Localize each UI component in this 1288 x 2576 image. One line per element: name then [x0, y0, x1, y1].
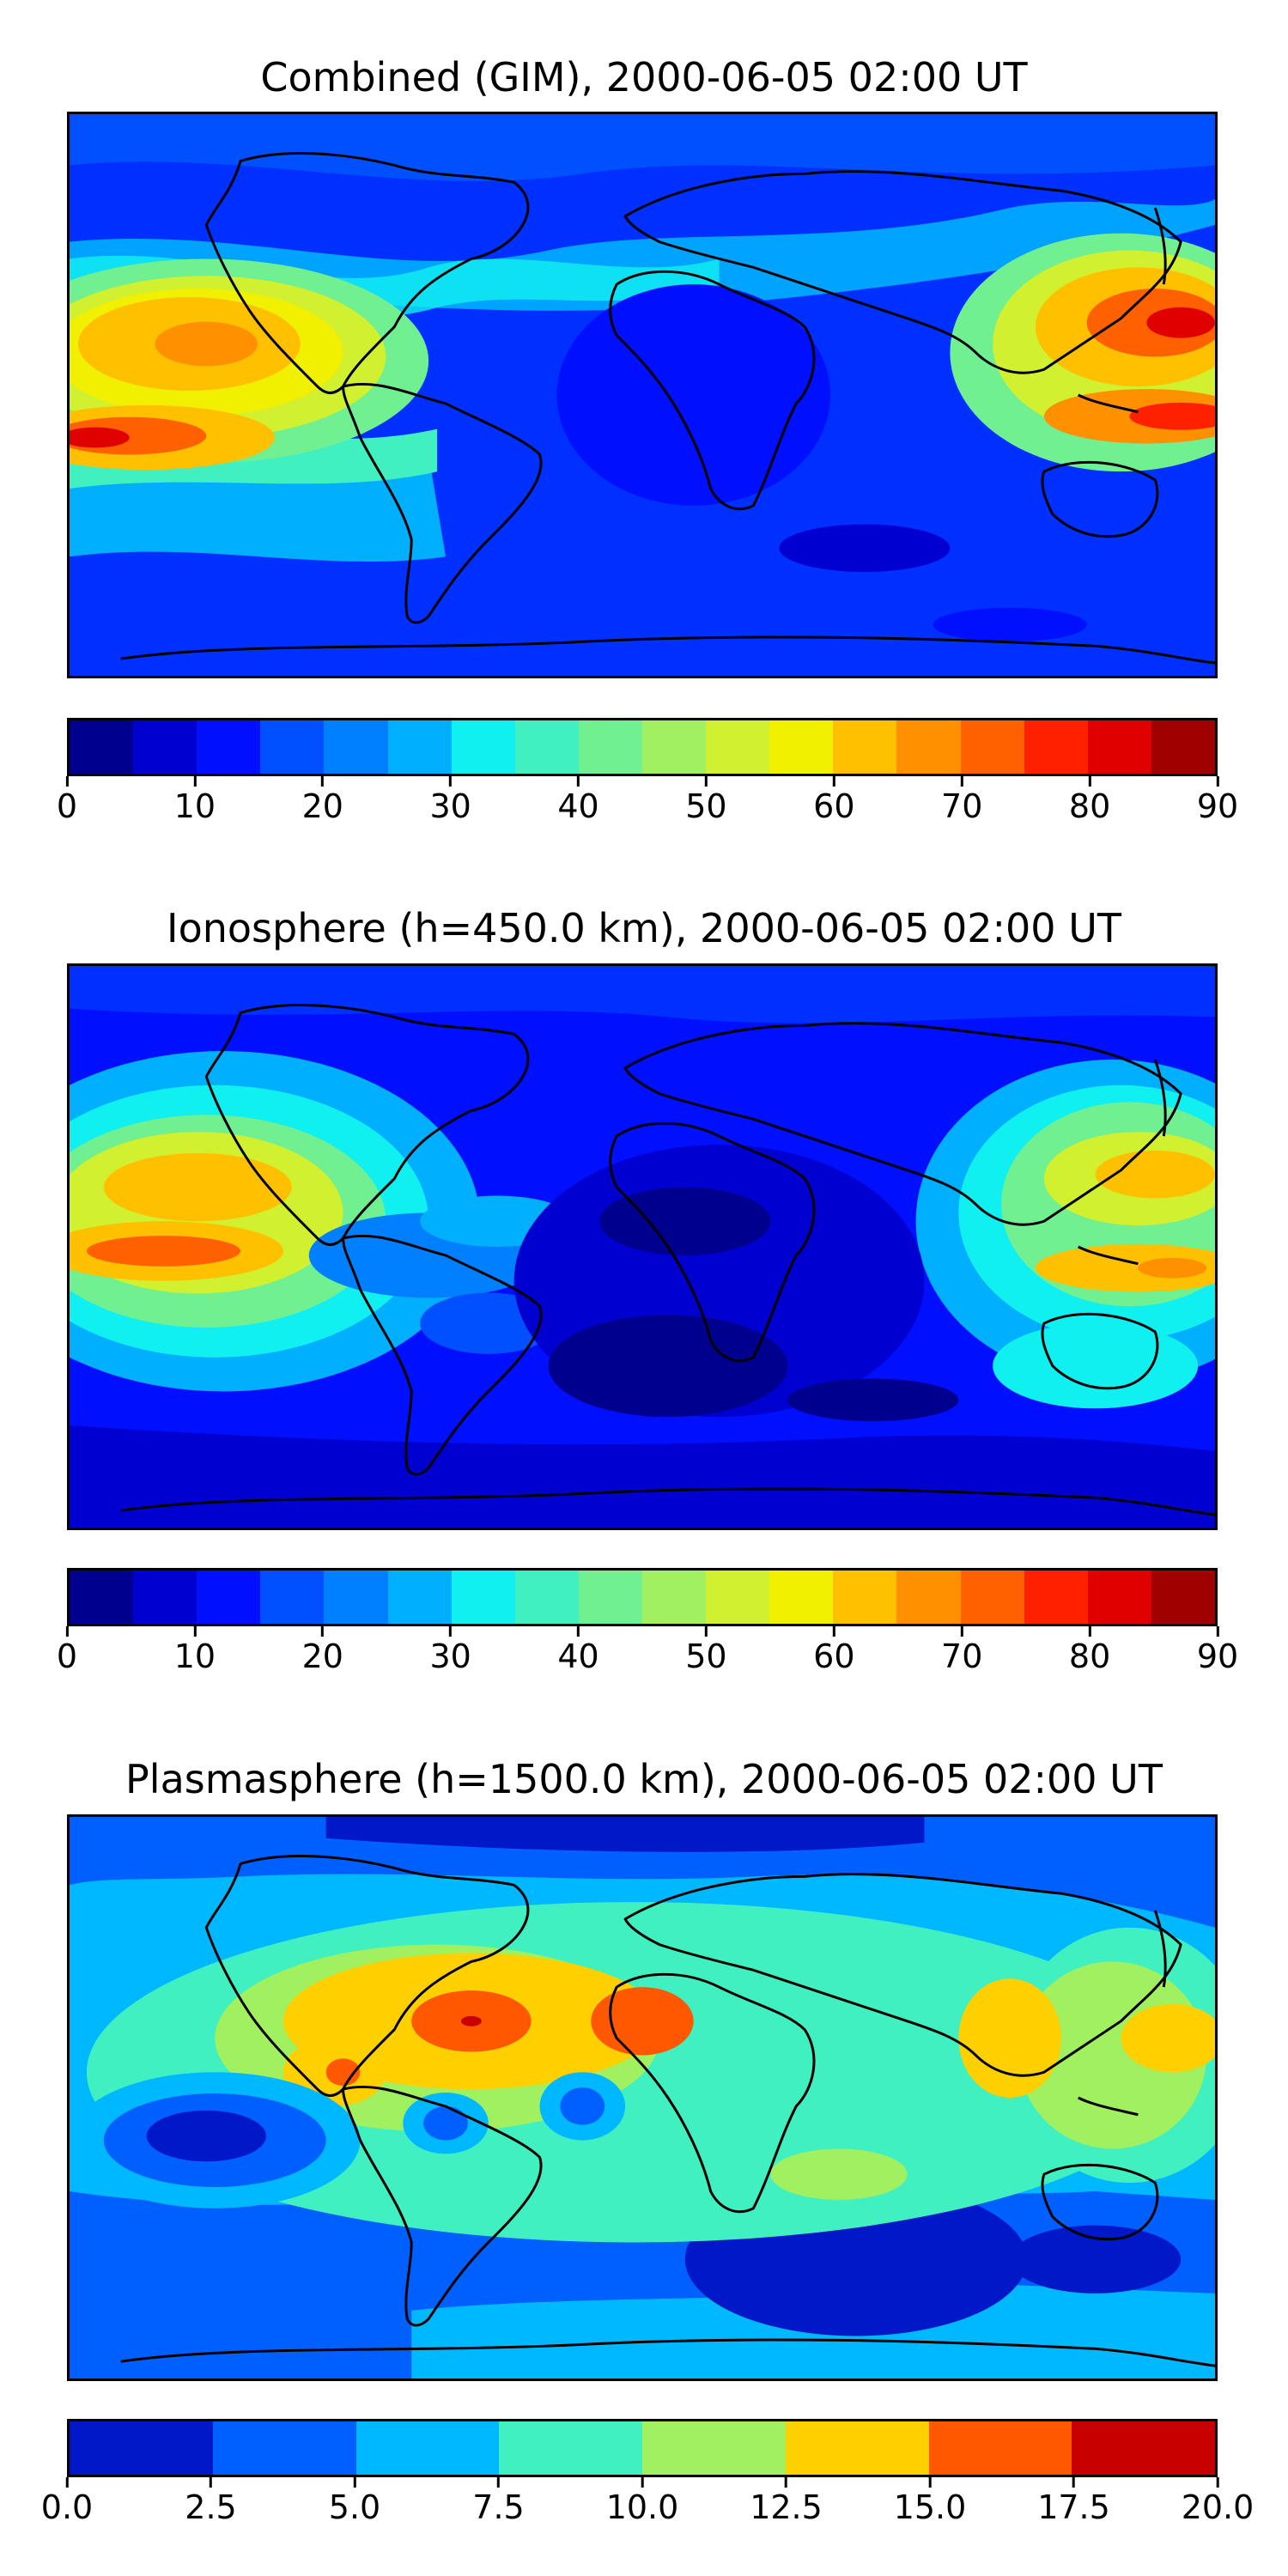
colorbar-segment: [260, 1571, 325, 1624]
colorbar-tick: 12.5: [750, 2477, 823, 2527]
colorbar-segment: [960, 720, 1024, 774]
colorbar-segment: [70, 1571, 134, 1624]
colorbar-segment: [641, 720, 707, 774]
panel-title-combined: Combined (GIM), 2000-06-05 02:00 UT: [260, 54, 1028, 100]
colorbar-segment: [785, 2421, 929, 2475]
colorbar-tick: 10.0: [606, 2477, 678, 2527]
colorbar-segment: [387, 720, 452, 774]
colorbar-tick: 90: [1197, 776, 1238, 826]
colorbar-tick: 40: [557, 1626, 599, 1676]
combined-colorbar: [67, 718, 1218, 776]
colorbar-tick: 20: [302, 1626, 343, 1676]
colorbar-segment: [642, 2421, 786, 2475]
colorbar-tick: 50: [685, 776, 727, 826]
colorbar-segment: [706, 1571, 770, 1624]
plasmasphere-colorbar: [67, 2419, 1218, 2477]
colorbar-tick: 10: [174, 776, 216, 826]
colorbar-tick: 50: [685, 1626, 727, 1676]
colorbar-segment: [499, 2421, 642, 2475]
colorbar-segment: [514, 720, 579, 774]
colorbar-segment: [833, 1571, 897, 1624]
colorbar-tick: 2.5: [185, 2477, 237, 2527]
colorbar-segment: [1151, 1571, 1215, 1624]
colorbar-segment: [833, 720, 897, 774]
colorbar-segment: [641, 1571, 707, 1624]
colorbar-tick: 70: [941, 1626, 982, 1676]
colorbar-segment: [706, 720, 770, 774]
colorbar-segment: [896, 720, 961, 774]
colorbar-tick: 5.0: [329, 2477, 380, 2527]
combined-colorbar-ticks: 0 10 20 30 40 50 60 70 80 90: [57, 776, 1238, 825]
colorbar-tick: 17.5: [1037, 2477, 1110, 2527]
colorbar-tick: 10: [174, 1626, 216, 1676]
colorbar-segment: [355, 2421, 500, 2475]
colorbar-segment: [960, 1571, 1024, 1624]
colorbar-segment: [260, 720, 325, 774]
colorbar-segment: [769, 1571, 834, 1624]
colorbar-segment: [1087, 720, 1151, 774]
colorbar-segment: [1072, 2421, 1215, 2475]
colorbar-segment: [133, 720, 197, 774]
colorbar-tick: 60: [813, 776, 855, 826]
colorbar-tick: 20.0: [1182, 2477, 1254, 2527]
ionosphere-colorbar: [67, 1568, 1218, 1626]
colorbar-segment: [133, 1571, 197, 1624]
colorbar-tick: 7.5: [472, 2477, 525, 2527]
colorbar-segment: [1024, 720, 1088, 774]
colorbar-segment: [451, 1571, 515, 1624]
colorbar-segment: [928, 2421, 1072, 2475]
colorbar-tick: 20: [302, 776, 343, 826]
colorbar-segment: [212, 2421, 356, 2475]
colorbar-tick: 80: [1069, 776, 1110, 826]
colorbar-segment: [578, 720, 642, 774]
colorbar-tick: 90: [1197, 1626, 1238, 1676]
colorbar-segment: [387, 1571, 452, 1624]
colorbar-tick: 60: [813, 1626, 855, 1676]
panel-title-plasmasphere: Plasmasphere (h=1500.0 km), 2000-06-05 0…: [125, 1756, 1163, 1802]
colorbar-segment: [1087, 1571, 1151, 1624]
colorbar-tick: 70: [941, 776, 982, 826]
combined-tec-map: [67, 112, 1218, 678]
ionosphere-colorbar-ticks: 0 10 20 30 40 50 60 70 80 90: [57, 1626, 1238, 1675]
ionosphere-tec-map: [67, 963, 1218, 1530]
colorbar-segment: [324, 720, 388, 774]
colorbar-segment: [451, 720, 515, 774]
plasmasphere-colorbar-ticks: 0.0 2.5 5.0 7.5 10.0 12.5 15.0 17.5 20.0: [41, 2477, 1254, 2526]
colorbar-segment: [70, 720, 134, 774]
colorbar-segment: [70, 2421, 213, 2475]
plasmasphere-tec-map: [67, 1814, 1218, 2381]
colorbar-tick: 40: [557, 776, 599, 826]
colorbar-segment: [324, 1571, 388, 1624]
colorbar-tick: 80: [1069, 1626, 1110, 1676]
panel-title-ionosphere: Ionosphere (h=450.0 km), 2000-06-05 02:0…: [167, 905, 1121, 951]
colorbar-tick: 30: [429, 1626, 471, 1676]
colorbar-segment: [197, 1571, 261, 1624]
colorbar-segment: [197, 720, 261, 774]
colorbar-segment: [896, 1571, 961, 1624]
colorbar-tick: 0: [57, 1626, 77, 1676]
colorbar-segment: [514, 1571, 579, 1624]
colorbar-segment: [578, 1571, 642, 1624]
colorbar-tick: 30: [429, 776, 471, 826]
colorbar-segment: [1151, 720, 1215, 774]
colorbar-segment: [1024, 1571, 1088, 1624]
colorbar-tick: 0.0: [41, 2477, 93, 2527]
colorbar-tick: 0: [57, 776, 77, 826]
colorbar-tick: 15.0: [894, 2477, 966, 2527]
colorbar-segment: [769, 720, 834, 774]
